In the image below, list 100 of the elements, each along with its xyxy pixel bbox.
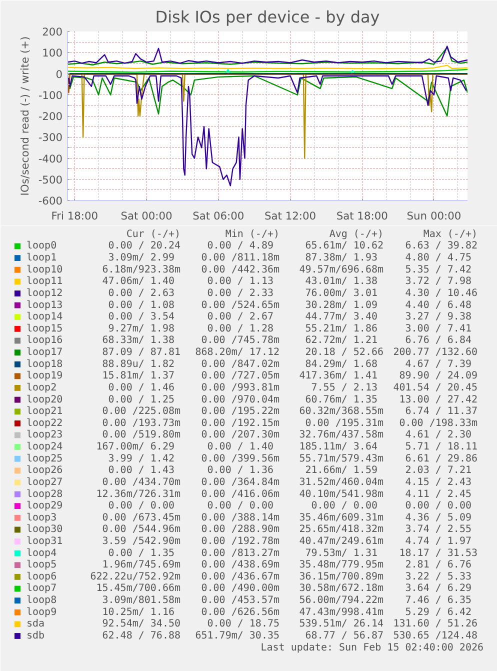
text: 65.61m/ 10.62 bbox=[305, 240, 384, 252]
legend-label: loop19 bbox=[26, 370, 63, 382]
legend-label: loop13 bbox=[26, 300, 63, 311]
text: 0.00 / 2.67 bbox=[207, 312, 274, 323]
text: 20.18 / 52.66 bbox=[305, 347, 384, 358]
text: 0.00 / 2.33 bbox=[207, 288, 274, 299]
text: 0.00 /192.15m bbox=[201, 418, 280, 429]
text: 0.00 /519.80m bbox=[102, 430, 181, 441]
text: 0.00 / 1.46 bbox=[108, 382, 174, 394]
text: 4.40 / 6.48 bbox=[405, 300, 472, 311]
x-tick-label: Sat 12:00 bbox=[264, 210, 316, 222]
text: 4.80 / 4.75 bbox=[405, 252, 472, 264]
legend-label: loop23 bbox=[26, 430, 63, 441]
text: 3.72 / 7.98 bbox=[405, 276, 472, 288]
text: 62.48 / 76.88 bbox=[102, 630, 181, 642]
y-tick-label: -100 bbox=[38, 88, 63, 102]
text: 868.20m/ 17.12 bbox=[195, 347, 280, 358]
legend-label: loop22 bbox=[26, 418, 63, 429]
text: 3.00 / 7.41 bbox=[405, 323, 472, 334]
text: 0.00 /288.90m bbox=[201, 524, 280, 536]
text: 200.77 /132.60 bbox=[393, 347, 478, 358]
text: 2.03 / 7.21 bbox=[405, 465, 472, 476]
x-tick-label: Sun 00:00 bbox=[406, 210, 462, 222]
text: 0.00 / 0.00 bbox=[108, 500, 174, 512]
text: 7.55 / 2.13 bbox=[311, 382, 378, 394]
text: 0.00 / 0.00 bbox=[311, 500, 378, 512]
text: 55.21m/ 1.86 bbox=[305, 323, 378, 334]
legend-label: loop24 bbox=[26, 442, 63, 453]
text: 79.53m/ 1.31 bbox=[305, 548, 378, 559]
text: 0.00 /626.56m bbox=[201, 606, 280, 618]
text: 87.09 / 87.81 bbox=[102, 347, 181, 358]
text: 1.96m/745.69m bbox=[102, 560, 181, 571]
text: 47.06m/ 1.40 bbox=[102, 276, 174, 288]
legend-label: loop31 bbox=[26, 536, 63, 547]
text: 88.89u/ 1.82 bbox=[102, 358, 174, 370]
x-tick-label: Sat 06:00 bbox=[192, 210, 244, 222]
y-tick-label: -600 bbox=[38, 194, 63, 208]
text: 0.00 /388.14m bbox=[201, 512, 280, 524]
text: 31.52m/460.04m bbox=[299, 476, 384, 488]
legend-label: loop3 bbox=[26, 512, 57, 524]
text: 0.00 /673.45m bbox=[102, 512, 181, 524]
y-tick-label: -500 bbox=[38, 173, 63, 186]
text: 0.00 /490.00m bbox=[201, 583, 280, 594]
text: 30.28m/ 1.09 bbox=[305, 300, 378, 311]
y-tick-label: 200 bbox=[42, 26, 63, 38]
legend-label: sda bbox=[26, 618, 45, 630]
x-tick-label: Sat 00:00 bbox=[120, 210, 173, 222]
legend-label: loop12 bbox=[26, 288, 63, 299]
text: 36.15m/700.89m bbox=[299, 571, 384, 582]
legend-label: loop6 bbox=[26, 571, 57, 582]
y-tick-label: -300 bbox=[38, 131, 63, 144]
text: 68.77 / 56.87 bbox=[305, 630, 384, 642]
legend-label: loop10 bbox=[26, 264, 63, 276]
text: 0.00 /524.65m bbox=[201, 300, 280, 311]
text: 0.00 /438.69m bbox=[201, 560, 280, 571]
text: 3.59 /542.90m bbox=[102, 536, 181, 547]
legend-label: loop17 bbox=[26, 347, 63, 358]
text: 4.36 / 5.09 bbox=[405, 512, 472, 524]
text: 40.10m/541.98m bbox=[299, 488, 384, 500]
text: Min (-/+) bbox=[225, 228, 280, 240]
legend-label: loop20 bbox=[26, 394, 63, 406]
text: 13.00 / 27.42 bbox=[399, 394, 478, 406]
text: 7.46 / 6.35 bbox=[405, 595, 472, 606]
text: 0.00 /813.27m bbox=[201, 548, 280, 559]
text: 47.43m/998.41m bbox=[299, 606, 384, 618]
text: 530.65 /124.48 bbox=[393, 630, 478, 642]
text: 0.00 /225.08m bbox=[102, 406, 181, 418]
text: 0.00 / 1.40 bbox=[207, 442, 274, 453]
text: 5.35 / 7.42 bbox=[405, 264, 472, 276]
text: 32.76m/437.58m bbox=[299, 430, 384, 441]
text: 2.81 / 6.76 bbox=[405, 560, 472, 571]
text: 0.00 /364.84m bbox=[201, 476, 280, 488]
text: 87.38m/ 1.93 bbox=[305, 252, 378, 264]
text: 131.60 / 51.26 bbox=[393, 618, 478, 630]
text: 0.00 /442.36m bbox=[201, 264, 280, 276]
text: 0.00 /198.33m bbox=[399, 418, 478, 429]
text: 4.30 / 10.46 bbox=[405, 288, 478, 299]
legend-label: loop4 bbox=[26, 548, 57, 559]
text: 4.74 / 1.97 bbox=[405, 536, 472, 547]
y-tick-label: 100 bbox=[42, 46, 63, 60]
text: 0.00 /745.78m bbox=[201, 335, 280, 346]
line-series bbox=[68, 75, 468, 117]
legend-label: loop5 bbox=[26, 560, 57, 571]
text: 44.77m/ 3.40 bbox=[305, 312, 378, 323]
text: 0.00 / 2.63 bbox=[108, 288, 174, 299]
text: 4.61 / 2.30 bbox=[405, 430, 472, 441]
text: 56.00m/794.22m bbox=[299, 595, 384, 606]
text: 0.00 /416.06m bbox=[201, 488, 280, 500]
y-axis-title: IOs/second read (-) / write (+) bbox=[18, 36, 32, 196]
text: 417.36m/ 1.41 bbox=[299, 370, 378, 382]
legend-label: loop8 bbox=[26, 595, 57, 606]
legend-label: loop29 bbox=[26, 500, 63, 512]
text: 18.17 / 31.53 bbox=[399, 548, 478, 559]
text: 35.46m/609.31m bbox=[299, 512, 384, 524]
text: 0.00 /192.78m bbox=[201, 536, 280, 547]
text: 0.00 /847.02m bbox=[201, 358, 280, 370]
legend-label: loop27 bbox=[26, 476, 63, 488]
text: 55.71m/579.43m bbox=[299, 453, 384, 464]
legend-label: loop7 bbox=[26, 583, 57, 594]
text: 9.27m/ 1.98 bbox=[108, 323, 174, 334]
